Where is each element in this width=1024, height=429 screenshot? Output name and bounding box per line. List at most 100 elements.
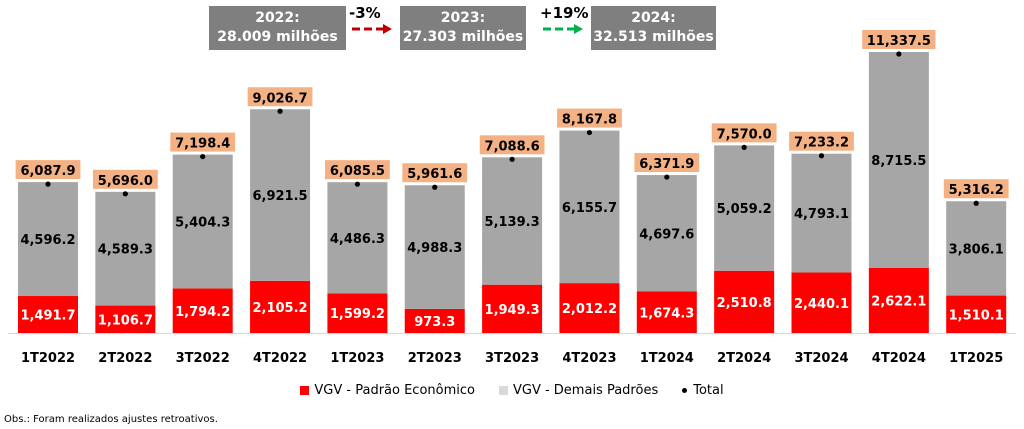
- demais-value-label: 4,988.3: [407, 241, 462, 256]
- total-marker: [277, 108, 283, 114]
- demais-value-label: 6,921.5: [252, 189, 307, 204]
- demais-value-label: 3,806.1: [949, 242, 1004, 257]
- econ-value-label: 973.3: [414, 315, 455, 330]
- econ-value-label: 1,949.3: [485, 303, 540, 318]
- summary-year: 2022:: [255, 10, 300, 26]
- bar-econ: [559, 283, 620, 333]
- econ-value-label: 2,105.2: [252, 301, 307, 316]
- total-marker: [200, 153, 206, 160]
- bar-demais: [482, 157, 543, 285]
- total-marker: [741, 144, 747, 150]
- econ-value-label: 1,106.7: [98, 313, 153, 328]
- demais-value-label: 4,596.2: [20, 233, 75, 248]
- econ-value-label: 2,510.8: [717, 296, 772, 311]
- x-tick-label: 1T2023: [330, 351, 384, 366]
- bar-econ: [482, 284, 543, 333]
- legend-marker-total: [682, 388, 688, 393]
- total-marker: [664, 174, 670, 180]
- total-value-label: 7,570.0: [717, 127, 772, 142]
- legend-item-demais: VGV - Demais Padrões: [498, 383, 659, 398]
- econ-value-label: 1,599.2: [330, 307, 385, 322]
- bar-demais: [250, 109, 311, 281]
- total-value-label: 7,233.2: [794, 136, 849, 151]
- total-value-label: 8,167.8: [562, 113, 617, 128]
- total-marker: [354, 181, 360, 187]
- total-label-bg: [557, 108, 622, 128]
- econ-value-label: 2,622.1: [871, 295, 926, 310]
- demais-value-label: 5,059.2: [717, 202, 772, 217]
- bar-econ: [791, 272, 852, 333]
- total-marker: [509, 156, 515, 162]
- bar-demais: [868, 51, 929, 269]
- demais-value-label: 4,589.3: [98, 243, 153, 258]
- total-label-bg: [634, 153, 700, 173]
- x-tick-label: 3T2022: [176, 351, 230, 366]
- total-marker: [586, 129, 593, 136]
- summary-value: 32.513 milhões: [593, 29, 714, 45]
- legend-item-econ: VGV - Padrão Econômico: [300, 383, 475, 398]
- change-2022-2023: -3%: [349, 4, 381, 22]
- summary-value: 27.303 milhões: [402, 29, 524, 45]
- total-label-bg: [479, 135, 545, 155]
- x-tick-label: 2T2024: [717, 351, 771, 366]
- bar-demais: [791, 153, 852, 273]
- bar-econ: [868, 268, 929, 333]
- demais-value-label: 5,404.3: [175, 216, 230, 231]
- total-label-bg: [92, 169, 158, 189]
- x-tick-label: 1T2022: [21, 351, 75, 366]
- bar-demais: [327, 182, 388, 294]
- total-label-bg: [862, 30, 936, 49]
- total-value-label: 5,316.2: [949, 183, 1004, 198]
- total-label-bg: [325, 160, 390, 180]
- bar-demais: [714, 145, 775, 271]
- econ-value-label: 1,510.1: [949, 308, 1004, 323]
- summary-year: 2024:: [631, 10, 676, 26]
- x-tick-label: 4T2024: [872, 351, 926, 366]
- legend-label: Total: [693, 383, 724, 398]
- total-value-label: 6,085.5: [330, 164, 385, 179]
- legend-label: VGV - Demais Padrões: [512, 383, 659, 398]
- demais-value-label: 4,793.1: [794, 207, 849, 222]
- bar-econ: [327, 293, 388, 333]
- bar-econ: [714, 270, 775, 333]
- x-tick-label: 1T2025: [949, 351, 1003, 366]
- total-marker: [432, 184, 438, 190]
- econ-value-label: 2,012.2: [562, 302, 617, 317]
- bar-econ: [946, 295, 1007, 333]
- summary-year: 2023:: [440, 10, 486, 26]
- legend: VGV - Padrão Econômico VGV - Demais Padr…: [0, 383, 1024, 398]
- total-label-bg: [170, 132, 236, 152]
- change-2023-2024: +19%: [540, 4, 589, 22]
- x-tick-label: 2T2022: [98, 351, 152, 366]
- total-value-label: 7,088.6: [485, 139, 540, 154]
- total-label-bg: [247, 87, 313, 107]
- change-arrow-head: [383, 24, 392, 34]
- bar-econ: [250, 280, 311, 333]
- change-arrow-head: [574, 24, 583, 34]
- bar-demais: [636, 175, 697, 292]
- bar-demais: [172, 154, 233, 289]
- bar-econ: [95, 305, 156, 333]
- bar-demais: [559, 130, 620, 284]
- total-marker: [818, 153, 825, 159]
- demais-value-label: 5,139.3: [485, 215, 540, 230]
- demais-value-label: 4,697.6: [639, 227, 694, 242]
- x-tick-label: 4T2022: [253, 351, 307, 366]
- bar-econ: [172, 288, 233, 333]
- total-value-label: 9,026.7: [252, 91, 307, 106]
- x-tick-label: 3T2024: [794, 351, 848, 366]
- total-value-label: 11,337.5: [867, 34, 931, 49]
- bar-demais: [18, 182, 78, 297]
- total-marker: [973, 200, 979, 206]
- total-value-label: 7,198.4: [175, 137, 230, 152]
- total-value-label: 5,961.6: [407, 167, 462, 182]
- summary-box-2022: 2022: 28.009 milhões: [209, 6, 346, 50]
- econ-value-label: 1,794.2: [175, 305, 230, 320]
- demais-value-label: 4,486.3: [330, 232, 385, 247]
- demais-value-label: 6,155.7: [562, 201, 617, 216]
- total-value-label: 5,696.0: [98, 174, 153, 189]
- bar-econ: [404, 308, 465, 333]
- x-tick-label: 1T2024: [640, 351, 694, 366]
- bar-demais: [95, 191, 156, 306]
